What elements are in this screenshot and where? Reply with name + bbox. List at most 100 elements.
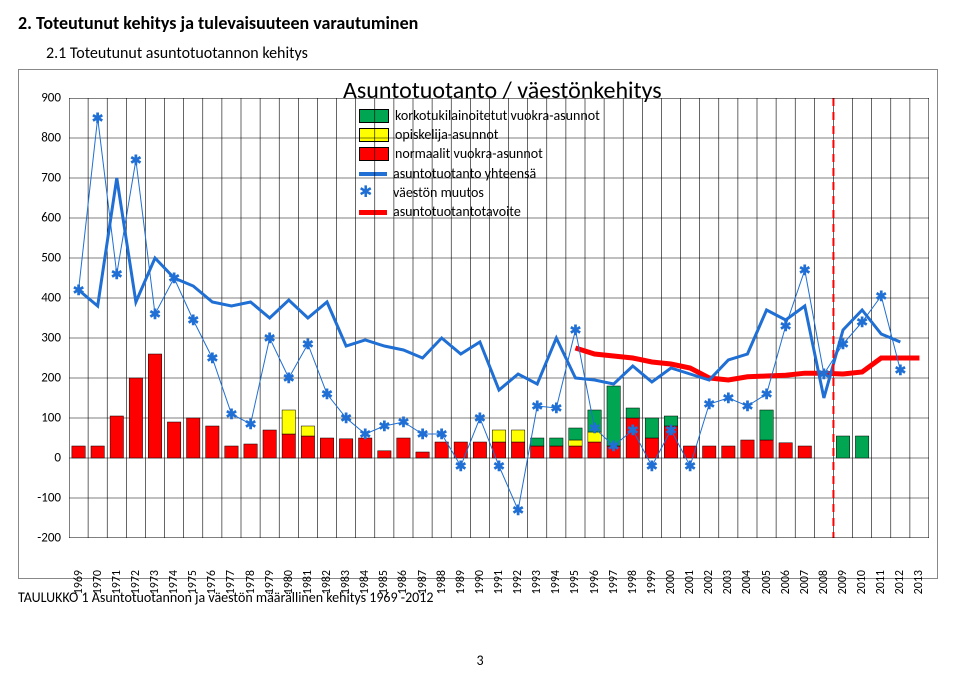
x-tick: 1982 [320, 570, 334, 594]
x-tick: 1998 [626, 570, 640, 594]
svg-text:✱: ✱ [703, 396, 715, 413]
y-tick: 600 [41, 211, 61, 226]
x-tick: 1985 [377, 570, 391, 594]
x-tick: 1976 [205, 570, 219, 594]
x-tick: 2009 [836, 570, 850, 594]
y-tick: 0 [54, 451, 61, 466]
x-tick: 2004 [740, 570, 754, 594]
svg-text:✱: ✱ [512, 502, 524, 519]
chart-svg: ✱ ✱ ✱ ✱ ✱ ✱ ✱ ✱ ✱ ✱ ✱ ✱ ✱ ✱ ✱ ✱ ✱ ✱ ✱ ✱ ✱ ✱ ✱ ✱ ✱ ✱ ✱ ✱ ✱ ✱ ✱ ✱ ✱ ✱ ✱ ✱ ✱ ✱ ✱ ✱… [69, 98, 929, 538]
svg-text:✱: ✱ [761, 386, 773, 403]
x-tick: 2000 [664, 570, 678, 594]
svg-text:✱: ✱ [378, 418, 390, 435]
x-tick: 1984 [358, 570, 372, 594]
page-number: 3 [0, 652, 960, 669]
svg-text:✱: ✱ [531, 398, 543, 415]
x-tick: 1986 [396, 570, 410, 594]
svg-text:✱: ✱ [398, 414, 410, 431]
x-tick: 1997 [607, 570, 621, 594]
x-tick: 2011 [874, 570, 888, 594]
svg-text:✱: ✱ [455, 458, 467, 475]
svg-text:✱: ✱ [856, 314, 868, 331]
y-tick: 500 [41, 251, 61, 266]
x-tick: 2012 [893, 570, 907, 594]
x-tick: 1971 [110, 570, 124, 594]
svg-text:✱: ✱ [780, 318, 792, 335]
y-tick: 900 [41, 91, 61, 106]
x-tick: 1977 [224, 570, 238, 594]
x-tick: 1979 [263, 570, 277, 594]
svg-text:✱: ✱ [417, 426, 429, 443]
svg-text:✱: ✱ [340, 410, 352, 427]
y-tick: 100 [41, 411, 61, 426]
sub-title: 2.1 Toteutunut asuntotuotannon kehitys [46, 44, 942, 63]
x-axis: 1969197019711972197319741975197619771978… [69, 534, 929, 574]
svg-text:✱: ✱ [550, 400, 562, 417]
svg-text:✱: ✱ [665, 422, 677, 439]
x-tick: 1994 [549, 570, 563, 594]
svg-text:✱: ✱ [226, 406, 238, 423]
x-tick: 2005 [760, 570, 774, 594]
x-tick: 1999 [645, 570, 659, 594]
y-tick: 800 [41, 131, 61, 146]
x-tick: 1991 [492, 570, 506, 594]
x-tick: 1989 [454, 570, 468, 594]
svg-text:✱: ✱ [302, 336, 314, 353]
x-tick: 1972 [129, 570, 143, 594]
x-tick: 1990 [473, 570, 487, 594]
x-tick: 2008 [817, 570, 831, 594]
svg-text:✱: ✱ [722, 390, 734, 407]
x-tick: 1988 [435, 570, 449, 594]
svg-text:✱: ✱ [684, 458, 696, 475]
x-tick: 1974 [167, 570, 181, 594]
svg-text:✱: ✱ [168, 270, 180, 287]
x-tick: 2003 [721, 570, 735, 594]
svg-text:✱: ✱ [187, 312, 199, 329]
svg-text:✱: ✱ [818, 366, 830, 383]
svg-text:✱: ✱ [875, 288, 887, 305]
svg-text:✱: ✱ [627, 422, 639, 439]
x-tick: 1993 [530, 570, 544, 594]
plot-area: ✱ ✱ ✱ ✱ ✱ ✱ ✱ ✱ ✱ ✱ ✱ ✱ ✱ ✱ ✱ ✱ ✱ ✱ ✱ ✱ ✱ ✱ ✱ ✱ ✱ ✱ ✱ ✱ ✱ ✱ ✱ ✱ ✱ ✱ ✱ ✱ ✱ ✱ ✱ ✱… [69, 98, 929, 538]
x-tick: 1975 [186, 570, 200, 594]
x-tick: 1981 [301, 570, 315, 594]
svg-text:✱: ✱ [742, 398, 754, 415]
x-tick: 2010 [855, 570, 869, 594]
svg-text:✱: ✱ [149, 306, 161, 323]
svg-text:✱: ✱ [570, 322, 582, 339]
svg-text:✱: ✱ [474, 410, 486, 427]
svg-text:✱: ✱ [589, 420, 601, 437]
x-tick: 2013 [912, 570, 926, 594]
svg-text:✱: ✱ [92, 110, 104, 127]
y-tick: 400 [41, 291, 61, 306]
svg-text:✱: ✱ [130, 152, 142, 169]
svg-text:✱: ✱ [646, 458, 658, 475]
x-tick: 1992 [511, 570, 525, 594]
x-tick: 2002 [702, 570, 716, 594]
y-axis: -200-1000100200300400500600700800900 [19, 98, 65, 538]
x-tick: 1983 [339, 570, 353, 594]
svg-text:✱: ✱ [111, 266, 123, 283]
x-tick: 1970 [91, 570, 105, 594]
chart-frame: Asuntotuotanto / väestönkehitys korkotuk… [18, 69, 938, 579]
x-tick: 2006 [779, 570, 793, 594]
svg-text:✱: ✱ [283, 370, 295, 387]
x-tick: 1973 [148, 570, 162, 594]
y-tick: -200 [37, 531, 61, 546]
x-tick: 1978 [244, 570, 258, 594]
svg-text:✱: ✱ [436, 426, 448, 443]
svg-text:✱: ✱ [359, 426, 371, 443]
x-tick: 1995 [568, 570, 582, 594]
x-tick: 2001 [683, 570, 697, 594]
x-tick: 1969 [72, 570, 86, 594]
svg-text:✱: ✱ [799, 262, 811, 279]
x-tick: 2007 [798, 570, 812, 594]
section-title: 2. Toteutunut kehitys ja tulevaisuuteen … [18, 12, 942, 34]
svg-text:✱: ✱ [245, 416, 257, 433]
y-tick: 700 [41, 171, 61, 186]
x-tick: 1996 [588, 570, 602, 594]
svg-text:✱: ✱ [264, 330, 276, 347]
svg-text:✱: ✱ [837, 336, 849, 353]
svg-text:✱: ✱ [73, 282, 85, 299]
svg-text:✱: ✱ [321, 386, 333, 403]
